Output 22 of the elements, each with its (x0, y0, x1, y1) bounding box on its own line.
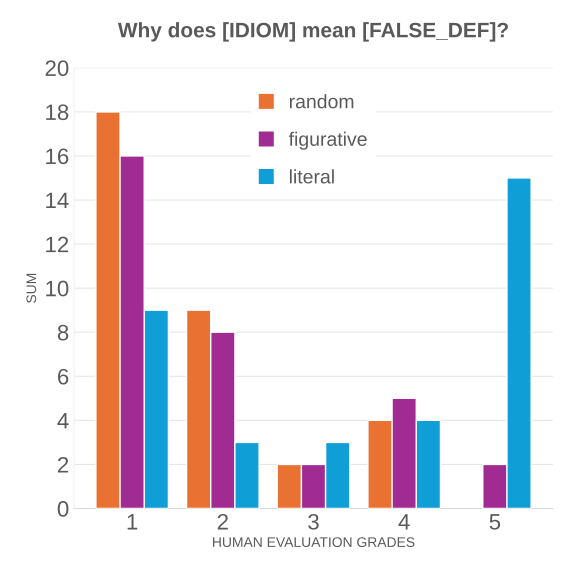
y-tick-label: 20 (46, 60, 68, 76)
x-tick-label: 5 (490, 514, 500, 530)
y-tick-label: 4 (57, 413, 69, 428)
y-tick-label: 12 (46, 236, 68, 252)
x-tick-label: 3 (308, 514, 319, 530)
y-tick-label: 16 (46, 148, 68, 164)
legend-label: literal (290, 169, 334, 184)
y-tick-label: 0 (58, 501, 68, 517)
y-tick-label: 8 (58, 324, 68, 340)
legend-label: random (290, 94, 354, 108)
legend-label: figurative (288, 132, 367, 150)
x-tick-label: 2 (218, 514, 228, 530)
y-tick-label: 6 (58, 368, 68, 385)
x-tick-label: 4 (398, 514, 410, 530)
x-tick-label: 1 (128, 514, 138, 530)
y-tick-label: 18 (46, 104, 68, 120)
y-tick-label: 10 (46, 280, 68, 296)
y-tick-label: 14 (46, 192, 69, 208)
y-axis-title: SUM (26, 274, 36, 303)
x-axis-title: HUMAN EVALUATION GRADES (213, 537, 414, 548)
y-tick-label: 2 (58, 456, 68, 472)
chart-title: Why does [IDIOM] mean [FALSE_DEF]? (118, 22, 508, 42)
